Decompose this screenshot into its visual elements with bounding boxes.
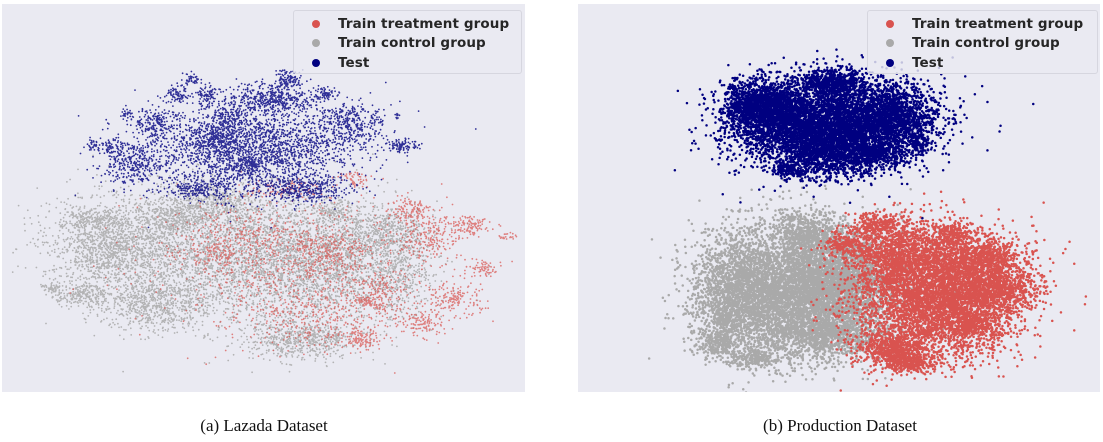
- scatter-panel-production: Train treatment group Train control grou…: [578, 4, 1100, 392]
- legend-item-control: Train control group: [304, 34, 513, 54]
- legend-item-test: Test: [304, 53, 513, 73]
- legend-label: Train control group: [338, 35, 486, 51]
- legend-item-treatment: Train treatment group: [878, 14, 1089, 34]
- caption-lazada: (a) Lazada Dataset: [200, 416, 327, 436]
- series-train-control-group: [648, 176, 988, 392]
- legend-label: Train control group: [912, 35, 1060, 51]
- series-train-control-group: [2, 150, 491, 373]
- legend-item-test: Test: [878, 53, 1089, 73]
- scatter-panel-lazada: Train treatment group Train control grou…: [2, 4, 525, 392]
- caption-production: (b) Production Dataset: [763, 416, 917, 436]
- legend-label: Train treatment group: [912, 16, 1083, 32]
- red-dot-icon: [312, 20, 320, 28]
- navy-dot-icon: [312, 59, 320, 67]
- legend-item-treatment: Train treatment group: [304, 14, 513, 34]
- legend-label: Test: [912, 55, 943, 71]
- legend-production: Train treatment group Train control grou…: [867, 10, 1098, 74]
- navy-dot-icon: [886, 59, 894, 67]
- legend-label: Train treatment group: [338, 16, 509, 32]
- legend-label: Test: [338, 55, 369, 71]
- gray-dot-icon: [886, 39, 894, 47]
- red-dot-icon: [886, 20, 894, 28]
- series-test: [674, 48, 1035, 219]
- legend-item-control: Train control group: [878, 34, 1089, 54]
- gray-dot-icon: [312, 39, 320, 47]
- legend-lazada: Train treatment group Train control grou…: [293, 10, 522, 74]
